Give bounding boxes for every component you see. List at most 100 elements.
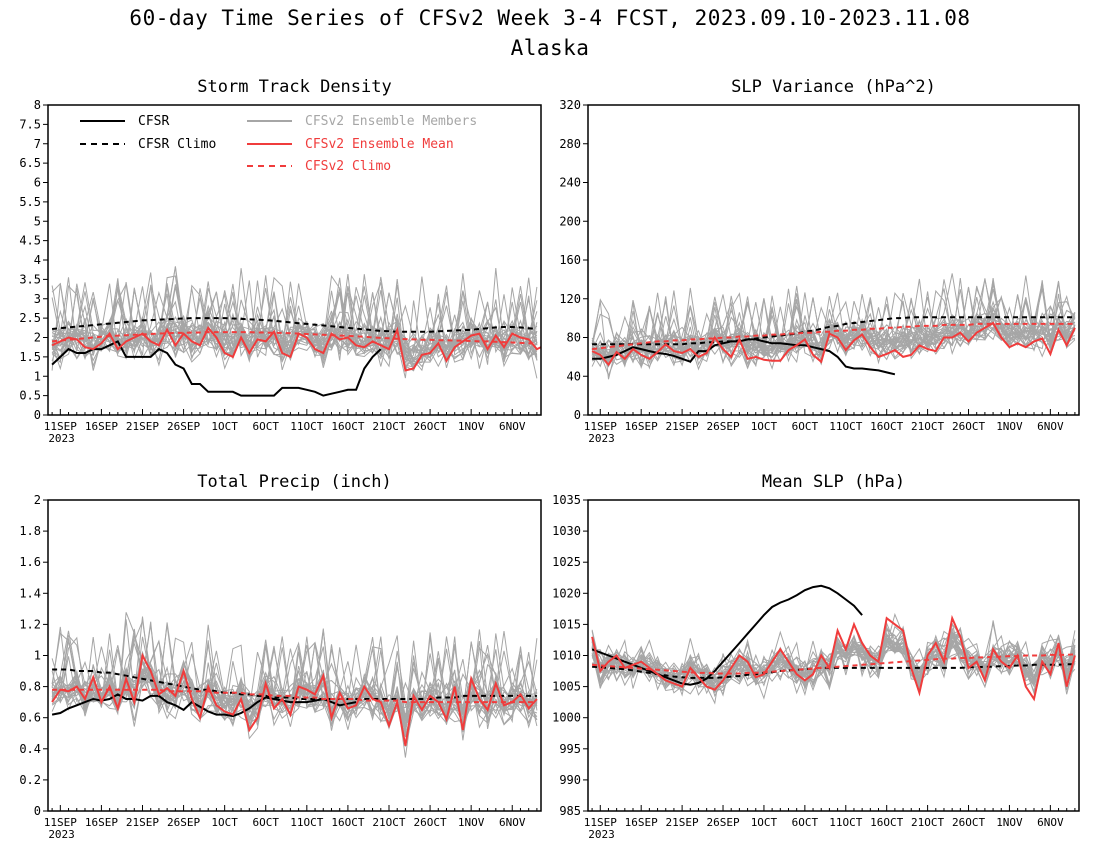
- panel-2: SLP Variance (hPa^2) 0 40 80 120 160 200 240 280…: [559, 77, 1080, 445]
- legend-cfsv2-climo-label: CFSv2 Climo: [305, 159, 391, 174]
- x-tick-label: 6NOV: [499, 420, 526, 433]
- legend-ens-mean-label: CFSv2 Ensemble Mean: [305, 137, 454, 152]
- x-tick-label: 26SEP: [706, 816, 739, 829]
- cfsr-line: [591, 584, 863, 686]
- plot-frame: [47, 104, 542, 416]
- y-tick-label: 0.5: [19, 389, 41, 403]
- cfsr-line: [592, 338, 896, 376]
- y-tick-label: 320: [559, 98, 581, 112]
- y-tick-label: 1.6: [19, 555, 41, 569]
- x-tick-label: 11OCT: [829, 816, 862, 829]
- x-tick-label: 11SEP: [584, 816, 617, 829]
- x-tick-label: 6OCT: [792, 816, 819, 829]
- legend-cfsr-label: CFSR: [138, 114, 169, 129]
- x-tick-label: 16OCT: [331, 420, 364, 433]
- panel-1: Storm Track Density 0 0.5 1 1.5 2 2.5 3 3.5 4 4.5 5…: [19, 77, 542, 445]
- x-tick-label: 16SEP: [85, 816, 118, 829]
- y-tick-label: 985: [559, 804, 581, 818]
- x-tick-label: 1NOV: [458, 816, 485, 829]
- panel-4: Mean SLP (hPa) 985 990 995 1000 1005 1010 1015 1…: [552, 472, 1080, 841]
- x-tick-label: 6NOV: [1037, 420, 1064, 433]
- legend-members-label: CFSv2 Ensemble Members: [305, 114, 477, 129]
- x-tick-label: 6NOV: [499, 816, 526, 829]
- x-tick-label: 16OCT: [331, 816, 364, 829]
- y-tick-label: 1: [34, 369, 41, 383]
- y-tick-label: 6.5: [19, 156, 41, 170]
- y-tick-label: 6: [34, 176, 41, 190]
- cfsr-line: [51, 340, 382, 397]
- panel-title: Mean SLP (hPa): [762, 472, 905, 492]
- y-tick-label: 8: [34, 98, 41, 112]
- y-tick-label: 1020: [552, 586, 581, 600]
- y-tick-label: 3: [34, 292, 41, 306]
- ensemble-member-line: [51, 274, 538, 369]
- x-tick-label: 16SEP: [85, 420, 118, 433]
- x-tick-label: 11SEP: [44, 420, 77, 433]
- x-tick-label: 21SEP: [666, 816, 699, 829]
- x-tick-label: 6OCT: [252, 816, 279, 829]
- x-tick-label: 11OCT: [290, 816, 323, 829]
- y-tick-label: 1.5: [19, 350, 41, 364]
- x-tick-label: 6OCT: [792, 420, 819, 433]
- y-tick-label: 2: [34, 331, 41, 345]
- page-title: 60-day Time Series of CFSv2 Week 3-4 FCS…: [129, 6, 971, 30]
- x-tick-label: 16SEP: [625, 816, 658, 829]
- y-tick-label: 280: [559, 137, 581, 151]
- x-year-label: 2023: [588, 432, 615, 445]
- x-year-label: 2023: [48, 432, 74, 445]
- x-tick-label: 1OCT: [751, 816, 778, 829]
- y-tick-label: 0.8: [19, 680, 41, 694]
- y-tick-label: 7: [34, 137, 41, 151]
- y-tick-label: 200: [559, 214, 581, 228]
- y-tick-label: 0: [34, 804, 41, 818]
- y-tick-label: 4: [34, 253, 41, 267]
- y-tick-label: 5.5: [19, 195, 41, 209]
- plot-area: [51, 266, 541, 397]
- x-tick-label: 21OCT: [372, 816, 405, 829]
- y-tick-label: 3.5: [19, 272, 41, 286]
- ensemble-member-line: [591, 288, 1076, 363]
- ensemble-member-line: [591, 637, 1076, 692]
- x-year-label: 2023: [48, 828, 74, 841]
- y-tick-label: 1030: [552, 524, 581, 538]
- cfsr-climo-line: [592, 663, 1075, 679]
- cfsv2-climo-line: [52, 331, 537, 345]
- plot-frame: [47, 499, 542, 812]
- panel-3: Total Precip (inch) 0 0.2 0.4 0.6 0.8 1 1.2 1.4 1…: [19, 472, 542, 841]
- y-tick-label: 1025: [552, 555, 581, 569]
- y-tick-label: 0: [34, 408, 41, 422]
- y-tick-label: 4.5: [19, 234, 41, 248]
- cfsv2-ensemble-mean-line: [51, 652, 538, 746]
- x-tick-label: 26OCT: [414, 420, 447, 433]
- plot-frame: [587, 104, 1080, 416]
- x-tick-label: 26SEP: [167, 420, 200, 433]
- cfsv2-ensemble-mean-line: [591, 614, 1076, 702]
- x-tick-label: 11OCT: [290, 420, 323, 433]
- y-tick-label: 1005: [552, 680, 581, 694]
- plot-frame: [587, 499, 1080, 812]
- y-tick-label: 2: [34, 493, 41, 507]
- x-tick-label: 11OCT: [829, 420, 862, 433]
- x-tick-label: 16SEP: [625, 420, 658, 433]
- y-tick-label: 0: [574, 408, 581, 422]
- x-tick-label: 16OCT: [870, 816, 903, 829]
- y-tick-label: 990: [559, 773, 581, 787]
- x-tick-label: 26OCT: [952, 420, 985, 433]
- y-tick-label: 120: [559, 292, 581, 306]
- y-tick-label: 0.2: [19, 773, 41, 787]
- x-tick-label: 6NOV: [1037, 816, 1064, 829]
- x-year-label: 2023: [588, 828, 615, 841]
- y-tick-label: 1035: [552, 493, 581, 507]
- y-tick-label: 1010: [552, 649, 581, 663]
- x-tick-label: 16OCT: [870, 420, 903, 433]
- ensemble-member-line: [51, 619, 538, 732]
- y-tick-label: 80: [567, 331, 581, 345]
- y-tick-label: 1.8: [19, 524, 41, 538]
- y-tick-label: 1.4: [19, 586, 41, 600]
- y-tick-label: 1000: [552, 711, 581, 725]
- x-tick-label: 6OCT: [252, 420, 279, 433]
- x-tick-label: 21SEP: [126, 420, 159, 433]
- ensemble-member-line: [52, 276, 538, 370]
- ensemble-member-line: [51, 272, 538, 368]
